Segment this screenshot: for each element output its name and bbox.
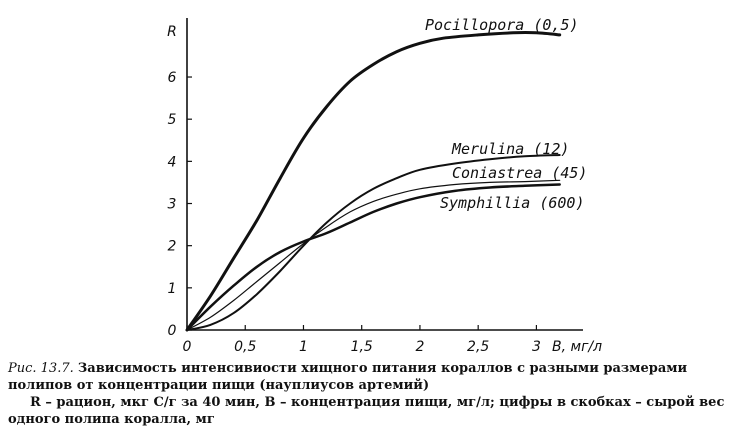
y-tick-label: 6 xyxy=(168,70,177,86)
y-tick-label: 4 xyxy=(168,154,177,170)
series-line xyxy=(186,179,561,331)
figure-title: Зависимость интенсивиости хищного питани… xyxy=(8,361,688,393)
series-label: Pocillopora (0,5) xyxy=(425,16,579,34)
x-tick-label: 3 xyxy=(532,339,541,355)
figure-note-continued: одного полипа коралла, мг xyxy=(8,412,215,427)
series-line xyxy=(186,154,561,331)
series-label: Coniastrea (45) xyxy=(452,164,587,182)
x-axis-label: B, мг/л xyxy=(552,339,602,355)
y-axis-label: R xyxy=(167,24,177,40)
y-tick-label: 1 xyxy=(168,281,177,297)
y-tick-label: 0 xyxy=(168,323,177,339)
x-tick-label: 2 xyxy=(415,339,424,355)
y-tick-label: 3 xyxy=(168,197,177,213)
series-label: Symphillia (600) xyxy=(440,194,585,212)
figure-note: R – рацион, мкг С/г за 40 мин, B – конце… xyxy=(30,395,725,410)
figure-number: Рис. 13.7. xyxy=(8,361,74,376)
x-tick-label: 0,5 xyxy=(234,339,256,355)
y-tick-label: 2 xyxy=(168,239,177,255)
x-tick-label: 1 xyxy=(299,339,308,355)
series-line xyxy=(185,183,561,332)
y-tick-label: 5 xyxy=(168,112,177,128)
series-line xyxy=(185,31,562,332)
x-tick-label: 0 xyxy=(183,339,192,355)
x-tick-label: 2,5 xyxy=(467,339,489,355)
x-tick-label: 1,5 xyxy=(351,339,373,355)
figure-caption: Рис. 13.7. Зависимость интенсивиости хищ… xyxy=(8,360,746,428)
chart: 0 0,5 1 1,5 2 2,5 3 B, мг/л 0 1 2 3 4 5 6 R Pocillopora … xyxy=(167,16,602,355)
series-label: Merulina (12) xyxy=(451,140,569,158)
